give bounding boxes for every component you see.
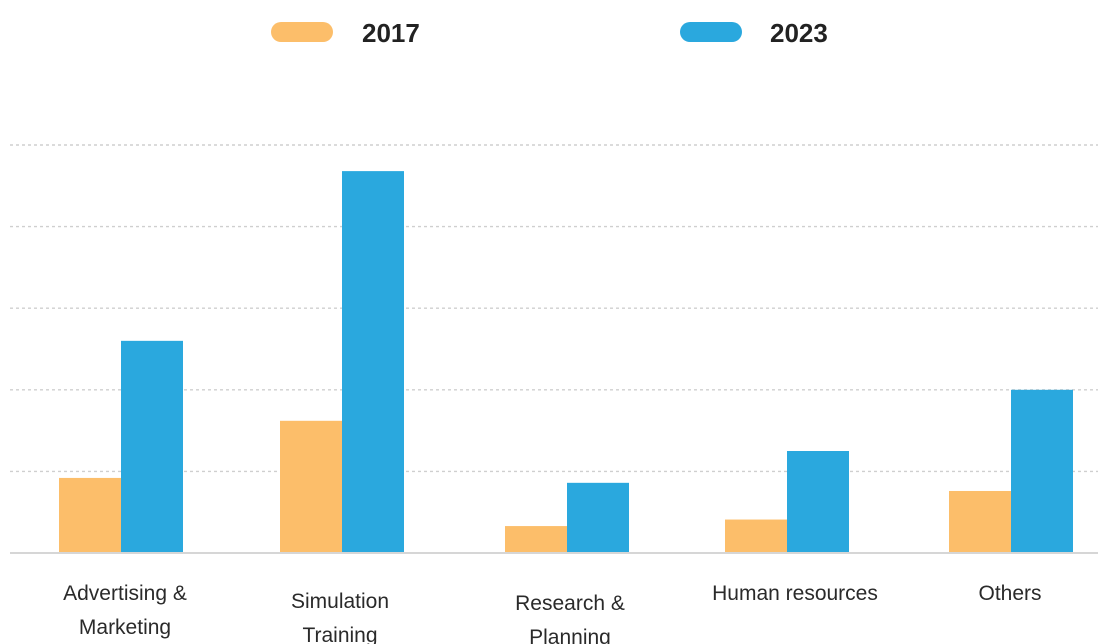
category-label: Advertising & Marketing [63,582,187,639]
legend-label-2023: 2023 [770,18,828,48]
category-label: Others [978,582,1041,605]
category-label-line: Marketing [79,616,171,639]
category-label-line: Training [302,624,377,644]
legend-swatch-2023 [680,22,742,42]
chart-gridlines [10,144,1098,473]
bar-2023-1 [342,171,404,553]
category-label-line: Human resources [712,582,878,605]
category-label: Research & Planning [515,592,625,644]
category-labels: Advertising & Marketing Simulation Training… [63,582,1041,644]
bar-2017-3 [725,519,787,553]
bar-2023-3 [787,451,849,553]
bar-2023-0 [121,340,183,553]
category-label-line: Others [978,582,1041,605]
bar-2023-4 [1011,389,1073,553]
chart-legend: 2017 2023 [271,18,828,48]
bar-2017-0 [59,477,121,553]
category-label: Simulation Training [291,590,389,644]
legend-label-2017: 2017 [362,18,420,48]
bar-2017-4 [949,490,1011,553]
bar-2023-2 [567,482,629,553]
category-label-line: Planning [529,626,611,644]
category-label-line: Simulation [291,590,389,613]
legend-swatch-2017 [271,22,333,42]
bar-2017-1 [280,420,342,553]
bar-2017-2 [505,526,567,553]
chart-bars [59,171,1073,553]
category-label-line: Research & [515,592,625,615]
category-label: Human resources [712,582,878,605]
category-label-line: Advertising & [63,582,187,605]
